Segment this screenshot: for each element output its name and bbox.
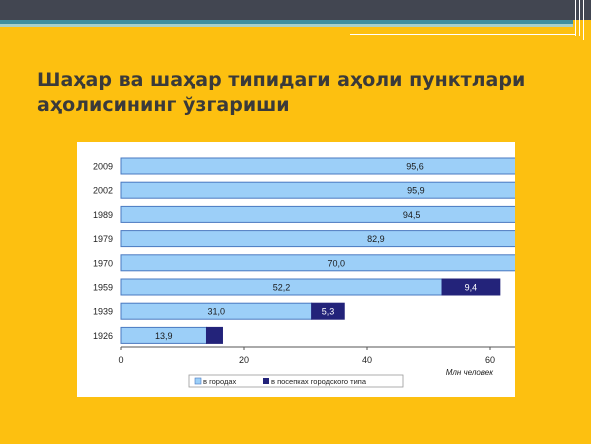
chart-panel: 200995,68,1200295,910,5198994,513,519798… <box>77 142 591 397</box>
bar-settlement-1926 <box>205 326 223 344</box>
legend-box <box>188 374 404 388</box>
data-label-urban-2009: 95,6 <box>406 162 424 172</box>
category-label-2009: 2009 <box>93 162 113 172</box>
bar-urban-2009 <box>120 157 591 175</box>
population-bar-chart: 200995,68,1200295,910,5198994,513,519798… <box>93 157 591 388</box>
data-label-urban-2002: 95,9 <box>407 186 425 196</box>
accent-stripe <box>0 20 573 24</box>
category-label-1959: 1959 <box>93 283 113 293</box>
bar-urban-2002 <box>120 181 591 199</box>
bar-urban-1970 <box>120 254 552 272</box>
data-label-settlement-1939: 5,3 <box>322 307 335 317</box>
accent-stripe-light <box>0 24 573 27</box>
top-bar <box>0 0 591 20</box>
x-tick-label-0: 0 <box>118 355 123 365</box>
category-label-2002: 2002 <box>93 186 113 196</box>
decor-line-3 <box>583 0 584 40</box>
x-axis-label: Млн человек <box>446 368 495 377</box>
category-label-1926: 1926 <box>93 331 113 341</box>
data-label-urban-1926: 13,9 <box>155 331 173 341</box>
decor-line-2 <box>579 0 580 36</box>
data-label-urban-1939: 31,0 <box>208 307 226 317</box>
category-label-1979: 1979 <box>93 234 113 244</box>
bar-urban-1979 <box>120 230 591 248</box>
data-label-urban-1959: 52,2 <box>273 283 291 293</box>
bar-settlement-1939 <box>311 302 345 320</box>
data-label-urban-1979: 82,9 <box>367 234 385 244</box>
bar-urban-1989 <box>120 205 591 223</box>
slide-title-line-1: Шаҳар ва шаҳар типидаги аҳоли пунктлари <box>37 69 526 91</box>
data-label-settlement-1959: 9,4 <box>465 283 478 293</box>
slide-title: Шаҳар ва шаҳар типидаги аҳоли пунктлари … <box>37 68 557 118</box>
accent-line <box>350 34 575 35</box>
category-label-1970: 1970 <box>93 258 113 268</box>
slide-title-line-2: аҳолисининг ўзгариши <box>37 94 290 116</box>
legend-label-settlement: в посепках городского типа <box>271 377 367 386</box>
category-label-1989: 1989 <box>93 210 113 220</box>
data-label-urban-1970: 70,0 <box>327 258 345 268</box>
bar-settlement-1959 <box>441 278 501 296</box>
legend-label-urban: в городах <box>203 377 237 386</box>
x-tick-label-40: 40 <box>362 355 372 365</box>
x-tick-label-20: 20 <box>239 355 249 365</box>
decor-line-1 <box>575 0 576 36</box>
x-tick-label-60: 60 <box>485 355 495 365</box>
legend-swatch-settlement <box>263 378 269 384</box>
data-label-urban-1989: 94,5 <box>403 210 421 220</box>
legend-swatch-urban <box>194 377 202 385</box>
category-label-1939: 1939 <box>93 307 113 317</box>
